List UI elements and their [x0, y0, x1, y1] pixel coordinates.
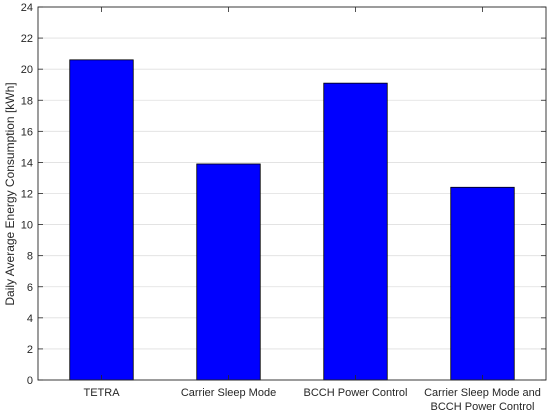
y-tick-label: 20: [21, 64, 33, 76]
x-tick-label: BCCH Power Control: [304, 387, 408, 399]
y-tick-label: 2: [27, 344, 33, 356]
axes-box: [37, 6, 547, 381]
y-tick-label: 12: [21, 189, 33, 201]
y-tick-label: 24: [21, 2, 33, 14]
bar: [196, 163, 261, 381]
y-tick-label: 8: [27, 251, 33, 263]
y-tick-label: 18: [21, 95, 33, 107]
x-tick-label: BCCH Power Control: [431, 401, 535, 413]
bar: [323, 82, 388, 381]
y-tick-label: 4: [27, 313, 33, 325]
x-tick-label: Carrier Sleep Mode and: [424, 387, 541, 399]
y-tick-label: 14: [21, 157, 33, 169]
bars: [69, 59, 515, 381]
x-tick-label: Carrier Sleep Mode: [181, 387, 276, 399]
y-tick-label: 6: [27, 282, 33, 294]
x-tick-label: TETRA: [83, 387, 120, 399]
y-tick-label: 16: [21, 126, 33, 138]
y-tick-label: 10: [21, 220, 33, 232]
y-tick-label: 22: [21, 33, 33, 45]
y-axis-label: Daily Average Energy Consumption [kWh]: [3, 82, 17, 305]
y-tick-label: 0: [27, 375, 33, 387]
bar: [69, 59, 134, 381]
bar: [450, 186, 515, 381]
